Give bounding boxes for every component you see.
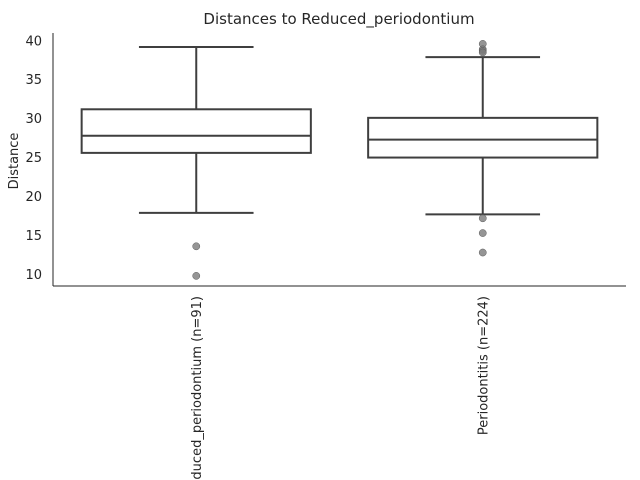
- y-tick-label: 10: [25, 268, 42, 283]
- outlier-point: [478, 248, 487, 257]
- outlier-point: [478, 229, 487, 237]
- box-group: [80, 46, 312, 280]
- y-tick-label: 25: [25, 151, 42, 166]
- y-tick-label: 15: [25, 229, 42, 244]
- box-iqr: [80, 108, 312, 154]
- x-axis-ticks: Reduced_periodontium (n=91) Periodontitis…: [190, 296, 492, 480]
- x-tick-label: Reduced_periodontium (n=91): [190, 296, 205, 480]
- box-group: [367, 40, 599, 257]
- chart-title: Distances to Reduced_periodontium: [203, 10, 474, 29]
- y-tick-label: 30: [25, 112, 42, 127]
- box-series: [80, 40, 599, 280]
- y-axis-ticks: 10 15 20 25 30 35 40: [25, 34, 42, 283]
- outlier-point: [192, 272, 201, 280]
- x-tick-label: Periodontitis (n=224): [476, 296, 491, 435]
- outlier-point: [192, 242, 201, 251]
- y-tick-label: 35: [25, 73, 42, 88]
- outlier-point: [478, 214, 487, 223]
- y-tick-label: 40: [25, 34, 42, 49]
- y-tick-label: 20: [25, 190, 42, 205]
- box-iqr: [367, 116, 599, 159]
- y-axis-label: Distance: [7, 133, 22, 190]
- outlier-point: [478, 48, 487, 57]
